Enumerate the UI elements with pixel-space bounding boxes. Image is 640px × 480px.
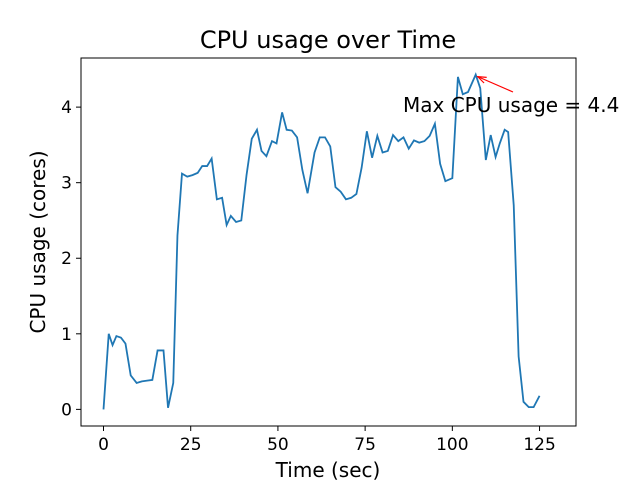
x-tick-label: 125 — [523, 435, 555, 455]
plot-frame — [80, 57, 577, 427]
x-tick-label: 0 — [98, 435, 109, 455]
chart-title: CPU usage over Time — [200, 26, 456, 54]
y-axis-label: CPU usage (cores) — [26, 150, 50, 333]
x-tick-label: 25 — [180, 435, 202, 455]
y-tick-label: 3 — [61, 174, 72, 194]
x-tick-label: 100 — [436, 435, 468, 455]
annotation-arrow — [477, 76, 514, 93]
annotation-text: Max CPU usage = 4.4 — [403, 93, 619, 117]
annotation-arrow-head — [476, 75, 487, 84]
y-tick-label: 1 — [61, 325, 72, 345]
y-tick-label: 4 — [61, 98, 72, 118]
x-tick-label: 50 — [267, 435, 289, 455]
x-tick-label: 75 — [354, 435, 376, 455]
y-tick-label: 2 — [61, 249, 72, 269]
data-line — [102, 72, 541, 410]
x-axis-label: Time (sec) — [275, 458, 381, 480]
y-tick-label: 0 — [61, 400, 72, 420]
